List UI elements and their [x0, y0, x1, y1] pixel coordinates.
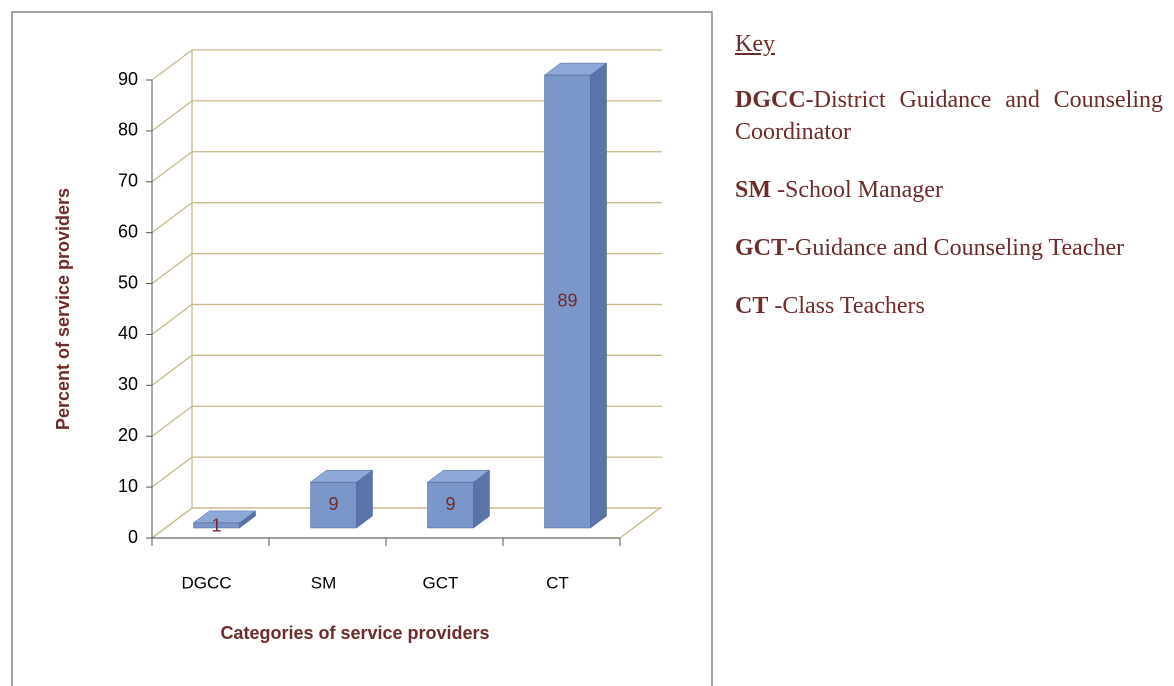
x-tick-label: GCT — [423, 573, 459, 592]
bar — [193, 522, 240, 529]
grid-line — [151, 456, 662, 488]
y-tick-label: 10 — [118, 476, 138, 496]
data-label: 1 — [211, 516, 221, 536]
key-title: Key — [735, 31, 775, 57]
data-label: 9 — [328, 494, 338, 514]
key-abbr: DGCC — [735, 87, 806, 113]
y-tick-label: 30 — [118, 374, 138, 394]
key: Key DGCC-District Guidance and Counselin… — [735, 28, 1163, 348]
y-tick-label: 70 — [118, 171, 138, 191]
grid-line — [151, 507, 662, 539]
y-tick-label: 40 — [118, 323, 138, 343]
y-tick-label: 20 — [118, 425, 138, 445]
data-label: 89 — [557, 290, 577, 310]
y-axis-title: Percent of service providers — [53, 188, 73, 430]
grid-line — [151, 303, 662, 335]
grid-line — [151, 151, 662, 183]
key-text: -District Guidance and Counseling Coordi… — [735, 87, 1163, 145]
key-text: -Class Teachers — [768, 293, 925, 319]
grid-line — [151, 354, 662, 386]
x-axis-title: Categories of service providers — [220, 623, 489, 643]
x-tick-label: SM — [311, 573, 337, 592]
bar — [310, 481, 357, 529]
key-abbr: GCT — [735, 235, 788, 261]
y-tick-label: 90 — [118, 69, 138, 89]
x-tick-label: DGCC — [181, 573, 231, 592]
key-abbr: SM — [735, 177, 771, 203]
key-item: SM -School Manager — [735, 174, 1163, 206]
grid-line — [151, 100, 662, 132]
grid-line — [151, 202, 662, 234]
y-tick-label: 60 — [118, 221, 138, 241]
x-tick-label: CT — [546, 573, 569, 592]
bar — [544, 74, 591, 529]
y-tick-label: 50 — [118, 272, 138, 292]
data-label: 9 — [445, 494, 455, 514]
bar-side — [590, 62, 607, 529]
grid-line — [151, 49, 662, 81]
key-text: -Guidance and Counseling Teacher — [787, 235, 1125, 261]
chart-border — [11, 11, 713, 686]
grid-line — [151, 405, 662, 437]
key-text: -School Manager — [771, 177, 943, 203]
y-tick-label: 0 — [128, 527, 138, 547]
key-item: DGCC-District Guidance and Counseling Co… — [735, 84, 1163, 148]
y-tick-label: 80 — [118, 120, 138, 140]
bar — [427, 481, 474, 529]
key-item: CT -Class Teachers — [735, 290, 1163, 322]
key-item: GCT-Guidance and Counseling Teacher — [735, 232, 1163, 264]
key-abbr: CT — [735, 293, 769, 319]
grid-line — [151, 252, 662, 285]
